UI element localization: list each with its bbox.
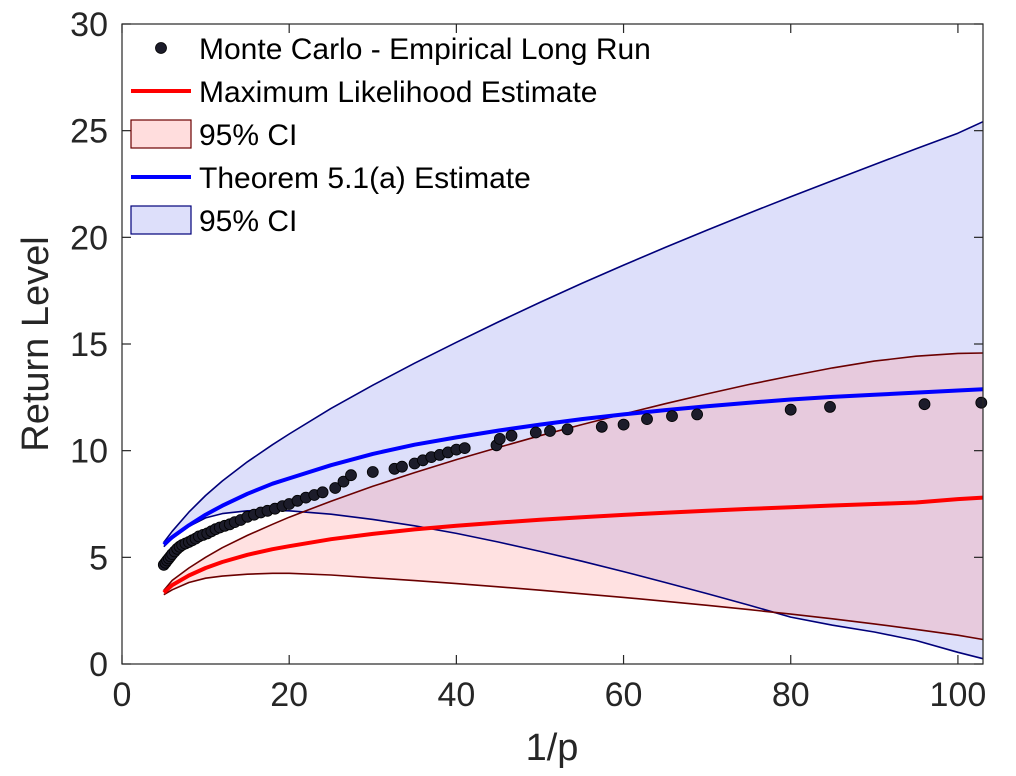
empirical-point [366,466,379,478]
y-axis-label: Return Level [15,236,57,451]
legend: Monte Carlo - Empirical Long Run Maximum … [130,33,651,238]
empirical-point [345,469,357,482]
empirical-point [595,420,608,433]
y-tick-label: 15 [70,326,108,364]
mle-95-ci-lower-line [163,572,984,641]
theorem-5-1-a-estimate-line [162,387,984,547]
x-axis: 0 20 40 60 80 100 [113,24,987,714]
legend-item: 95% CI [130,205,297,238]
legend-item: Monte Carlo - Empirical Long Run [155,33,651,66]
legend-item: 95% CI [130,119,297,152]
empirical-point [329,482,342,494]
legend-label: 95% CI [199,119,297,152]
y-tick-label: 5 [89,539,108,577]
x-tick-label: 60 [605,676,643,714]
x-tick-label: 0 [113,676,132,714]
y-axis: 0 5 10 15 20 25 30 [70,6,983,684]
maximum-likelihood-estimate-line [162,495,984,595]
series-lines [162,120,984,660]
empirical-point [975,396,988,409]
y-tick-label: 0 [89,646,108,684]
empirical-point [641,413,653,426]
empirical-point [691,408,703,421]
legend-label: Theorem 5.1(a) Estimate [199,162,531,195]
empirical-point [396,460,408,473]
x-tick-label: 20 [270,676,308,714]
x-axis-label: 1/p [526,727,579,769]
empirical-points [157,396,988,571]
legend-item: Maximum Likelihood Estimate [131,76,597,109]
empirical-point [505,429,518,442]
y-tick-label: 30 [70,6,108,44]
legend-label: Maximum Likelihood Estimate [199,76,597,109]
empirical-point [529,426,542,439]
mle-ci-band [163,353,984,640]
empirical-point [666,410,678,423]
empirical-point [316,486,329,499]
confidence-bands [163,121,984,659]
theorem-ci-band [163,121,984,659]
y-tick-label: 25 [70,113,108,151]
legend-marker [155,42,167,54]
x-tick-label: 100 [930,676,987,714]
x-tick-label: 80 [772,676,810,714]
legend-item: Theorem 5.1(a) Estimate [131,162,531,195]
empirical-point [617,418,630,431]
empirical-point [337,475,350,488]
empirical-point [458,442,471,455]
empirical-point [493,432,506,445]
theorem-5-1-a-95-ci-upper-line [163,120,984,543]
empirical-point [918,398,931,411]
theorem-5-1-a-95-ci-lower-line [163,509,984,660]
legend-label: Monte Carlo - Empirical Long Run [199,33,651,66]
empirical-point [544,425,556,437]
y-tick-label: 20 [70,219,108,257]
legend-label: 95% CI [199,205,297,238]
empirical-point [561,423,574,436]
empirical-point [784,403,797,416]
x-tick-label: 40 [437,676,475,714]
y-tick-label: 10 [70,433,108,471]
legend-patch [130,205,192,235]
legend-patch [130,119,192,149]
empirical-point [824,400,836,413]
